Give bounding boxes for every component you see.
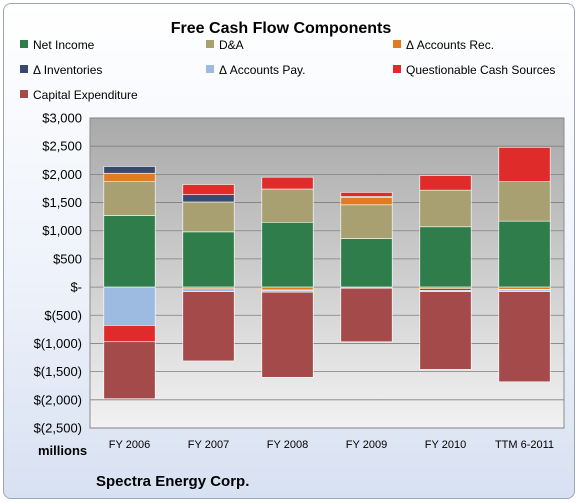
legend-label: Δ Accounts Rec. — [406, 38, 494, 52]
y-tick-label: $1,500 — [42, 195, 82, 210]
bar-segment — [419, 189, 472, 228]
y-tick-label: $1,000 — [42, 223, 82, 238]
y-tick-label: $(2,000) — [34, 392, 82, 407]
bar-segment — [340, 197, 393, 206]
x-tick-label: FY 2008 — [267, 439, 308, 451]
legend-item-da: D&A — [206, 38, 244, 52]
chart-frame: Free Cash Flow Components Net Income D&A… — [3, 3, 575, 499]
bar-segment — [103, 172, 156, 182]
legend-label: Δ Inventories — [33, 63, 102, 77]
y-tick-label: $- — [70, 280, 82, 295]
gridlines — [90, 117, 564, 429]
plot-area — [89, 117, 565, 429]
legend-swatch — [20, 65, 28, 73]
legend-item-inventories: Δ Inventories — [20, 63, 102, 77]
unit-label: millions — [38, 443, 87, 458]
chart: Free Cash Flow Components Net Income D&A… — [20, 20, 565, 490]
bar-segment — [261, 286, 314, 290]
legend-swatch — [206, 65, 214, 73]
legend-item-net-income: Net Income — [20, 38, 95, 52]
bar-segment — [498, 220, 551, 288]
bar-segment — [103, 325, 156, 343]
bar-segment — [103, 215, 156, 288]
legend-swatch — [20, 90, 28, 98]
bar-segment — [103, 166, 156, 174]
chart-title: Free Cash Flow Components — [171, 20, 392, 37]
y-tick-label: $500 — [53, 251, 82, 266]
bar-segment — [261, 188, 314, 223]
legend-swatch — [393, 65, 401, 73]
bars — [103, 147, 551, 399]
bar-segment — [182, 231, 235, 288]
bar-segment — [261, 176, 314, 190]
x-tick-label: FY 2007 — [188, 439, 229, 451]
legend-item-accounts-rec: Δ Accounts Rec. — [393, 38, 494, 52]
y-tick-label: $3,000 — [42, 111, 82, 126]
y-axis-ticks: $3,000 $2,500 $2,000 $1,500 $1,000 $500 $- $(50… — [34, 111, 82, 436]
x-tick-label: FY 2010 — [425, 439, 466, 451]
bar-segment — [340, 287, 393, 343]
legend-label: Net Income — [33, 38, 95, 52]
bar-segment — [182, 201, 235, 233]
bar-segment — [103, 341, 156, 399]
y-tick-label: $(2,500) — [34, 421, 82, 436]
bar-segment — [340, 238, 393, 288]
bar-segment — [419, 175, 472, 191]
y-tick-label: $(1,500) — [34, 364, 82, 379]
x-tick-label: FY 2006 — [109, 439, 150, 451]
bar-segment — [261, 221, 314, 288]
legend-swatch — [20, 40, 28, 48]
bar-segment — [498, 291, 551, 383]
legend-item-capital-expenditure: Capital Expenditure — [20, 88, 138, 102]
y-tick-label: $(1,000) — [34, 336, 82, 351]
y-tick-label: $2,500 — [42, 139, 82, 154]
bar-segment — [498, 147, 551, 182]
bar-segment — [182, 291, 235, 362]
legend-label: Δ Accounts Pay. — [219, 63, 306, 77]
bar-segment — [419, 291, 472, 370]
bar-segment — [103, 286, 156, 326]
y-tick-label: $(500) — [44, 308, 82, 323]
bar-segment — [182, 288, 235, 292]
legend-swatch — [206, 40, 214, 48]
legend-label: Questionable Cash Sources — [406, 63, 555, 77]
company-name: Spectra Energy Corp. — [96, 473, 249, 490]
x-axis-ticks: FY 2006 FY 2007 FY 2008 FY 2009 FY 2010 TTM 6… — [109, 439, 554, 451]
bar-segment — [103, 181, 156, 216]
legend-item-questionable-cash-sources: Questionable Cash Sources — [393, 63, 555, 77]
bar-segment — [498, 286, 551, 290]
bar-segment — [182, 184, 235, 195]
bar-segment — [340, 192, 393, 197]
legend-label: D&A — [219, 38, 244, 52]
bar-segment — [419, 226, 472, 288]
legend-swatch — [393, 40, 401, 48]
legend-label: Capital Expenditure — [33, 88, 138, 102]
legend-item-accounts-pay: Δ Accounts Pay. — [206, 63, 306, 77]
bar-segment — [498, 181, 551, 222]
legend: Net Income D&A Δ Accounts Rec. Δ Invento… — [20, 38, 555, 102]
bar-segment — [182, 194, 235, 203]
y-tick-label: $2,000 — [42, 167, 82, 182]
x-tick-label: FY 2009 — [346, 439, 387, 451]
bar-segment — [261, 291, 314, 378]
x-tick-label: TTM 6-2011 — [495, 439, 554, 451]
bar-segment — [340, 204, 393, 239]
